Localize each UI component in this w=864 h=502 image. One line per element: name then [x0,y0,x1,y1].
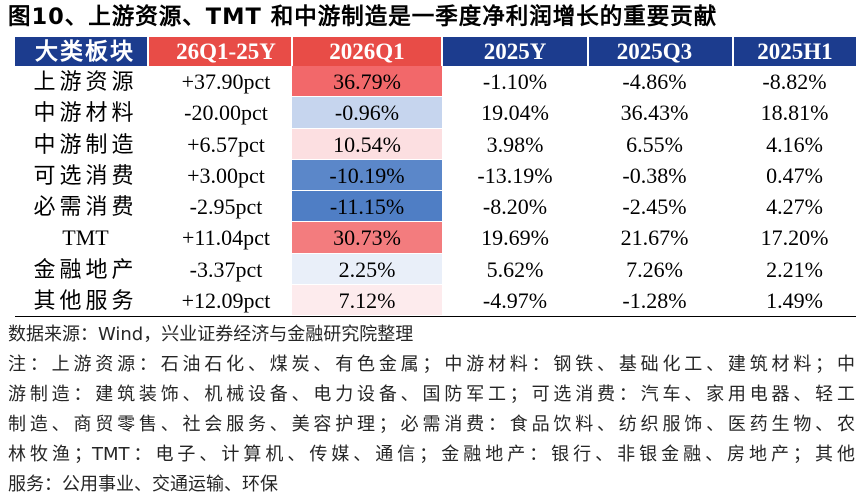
cell-h1-2025: 2.21% [766,256,823,282]
table-row: 上游资源 +37.90pct 36.79% -1.10% -4.86% -8.82% [15,66,856,98]
cell-q1-2026: -0.96% [292,97,442,129]
footnote-line: 林牧渔；TMT：电子、计算机、传媒、通信；金融地产：银行、非银金融、房地产；其他 [8,444,855,465]
cell-fy-2025: 19.69% [481,225,549,251]
row-label: 其他服务 [33,287,138,313]
data-table: 大类板块 26Q1-25Y 2026Q1 2025Y 2025Q3 2025H1 上游资源… [15,37,856,317]
cell-q1-2026: 2.25% [292,253,442,285]
cell-fy-2025: -13.19% [477,162,553,188]
cell-chg-26q1-vs-25y: -20.00pct [184,100,268,126]
cell-chg-26q1-vs-25y: -2.95pct [189,194,263,220]
header-sector: 大类板块 [15,37,149,66]
cell-fy-2025: -1.10% [482,69,548,95]
cell-q3-2025: 21.67% [620,225,689,251]
footnote-line: 制造、商贸零售、社会服务、美容护理；必需消费：食品饮料、纺织服饰、医药生物、农 [8,414,855,435]
header-fy-2025: 2025Y [442,37,589,66]
cell-fy-2025: 19.04% [481,100,549,126]
cell-q3-2025: -2.45% [622,194,687,220]
header-q1-2026: 2026Q1 [292,37,443,66]
row-label: 可选消费 [33,162,138,188]
table-row: 必需消费 -2.95pct -11.15% -8.20% -2.45% 4.27% [15,191,856,223]
row-label: 中游制造 [33,131,138,157]
cell-chg-26q1-vs-25y: +37.90pct [181,69,271,95]
figure-title: 图10、上游资源、TMT 和中游制造是一季度净利润增长的重要贡献 [8,4,718,30]
table-row: 可选消费 +3.00pct -10.19% -13.19% -0.38% 0.47% [15,159,856,191]
cell-q1-2026: 36.79% [292,66,442,98]
cell-h1-2025: 0.47% [766,162,823,188]
table-row: TMT +11.04pct 30.73% 19.69% 21.67% 17.20% [15,222,856,254]
cell-chg-26q1-vs-25y: +6.57pct [187,131,265,157]
cell-q1-2026: -11.15% [292,191,442,223]
cell-h1-2025: 18.81% [760,100,829,126]
cell-fy-2025: -4.97% [482,287,548,313]
cell-chg-26q1-vs-25y: +3.00pct [187,162,265,188]
cell-chg-26q1-vs-25y: -3.37pct [189,256,263,282]
cell-q3-2025: -0.38% [622,162,687,188]
header-q3-2025: 2025Q3 [588,37,734,66]
table-row: 其他服务 +12.09pct 7.12% -4.97% -1.28% 1.49% [15,284,856,317]
cell-fy-2025: 5.62% [486,256,544,282]
cell-q1-2026: 7.12% [292,284,442,317]
cell-q3-2025: 6.55% [626,131,683,157]
row-label: 金融地产 [33,256,138,282]
header-chg-26q1-vs-25y: 26Q1-25Y [148,37,293,66]
cell-h1-2025: -8.82% [762,69,827,95]
cell-h1-2025: 4.16% [766,131,823,157]
cell-h1-2025: 17.20% [760,225,829,251]
row-label: 中游材料 [33,100,138,126]
footnote-line: 服务：公用事业、交通运输、环保 [8,474,278,495]
table-header-row: 大类板块 26Q1-25Y 2026Q1 2025Y 2025Q3 2025H1 [15,37,856,66]
footnote: 注：上游资源：石油石化、煤炭、有色金属；中游材料：钢铁、基础化工、建筑材料；中 … [8,350,855,500]
cell-fy-2025: -8.20% [482,194,548,220]
cell-q3-2025: -4.86% [622,69,687,95]
cell-q1-2026: 30.73% [292,222,442,254]
footnote-line: 游制造：建筑装饰、机械设备、电力设备、国防军工；可选消费：汽车、家用电器、轻工 [8,384,855,405]
cell-q3-2025: 7.26% [626,256,683,282]
cell-q1-2026: -10.19% [292,159,442,191]
cell-q3-2025: 36.43% [620,100,689,126]
table-row: 中游材料 -20.00pct -0.96% 19.04% 36.43% 18.81% [15,97,856,129]
cell-h1-2025: 1.49% [766,287,823,313]
cell-chg-26q1-vs-25y: +12.09pct [181,287,271,313]
header-h1-2025: 2025H1 [733,37,856,66]
data-source-note: 数据来源：Wind，兴业证券经济与金融研究院整理 [8,324,414,345]
cell-fy-2025: 3.98% [486,131,544,157]
cell-h1-2025: 4.27% [766,194,823,220]
cell-chg-26q1-vs-25y: +11.04pct [182,225,270,251]
row-label: 必需消费 [33,194,138,220]
footnote-line: 注：上游资源：石油石化、煤炭、有色金属；中游材料：钢铁、基础化工、建筑材料；中 [8,354,855,375]
row-label: 上游资源 [33,69,138,95]
cell-q3-2025: -1.28% [622,287,687,313]
cell-q1-2026: 10.54% [292,128,442,160]
table-body: 上游资源 +37.90pct 36.79% -1.10% -4.86% -8.82% 中游材… [15,66,856,317]
row-label: TMT [62,225,109,251]
table-row: 中游制造 +6.57pct 10.54% 3.98% 6.55% 4.16% [15,128,856,160]
table-row: 金融地产 -3.37pct 2.25% 5.62% 7.26% 2.21% [15,253,856,285]
